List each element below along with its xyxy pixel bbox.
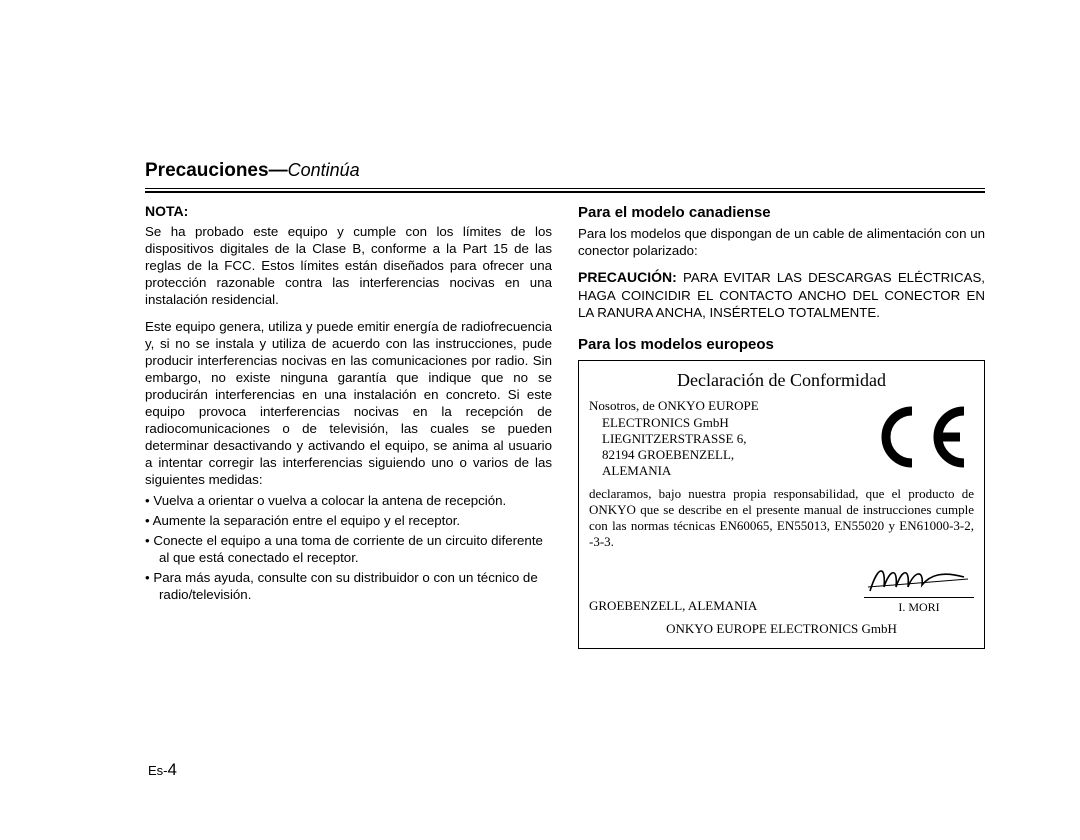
addr-line-4: 82194 GROEBENZELL,	[602, 447, 734, 462]
ce-mark-icon	[864, 401, 974, 477]
list-item: Vuelva a orientar o vuelva a colocar la …	[159, 492, 552, 509]
page-prefix: Es-	[148, 763, 168, 778]
page-number-value: 4	[168, 760, 177, 779]
note-heading: NOTA:	[145, 203, 552, 221]
left-column: NOTA: Se ha probado este equipo y cumple…	[145, 203, 552, 649]
title-main: Precauciones	[145, 160, 269, 181]
addr-line-2: ELECTRONICS GmbH	[602, 415, 729, 430]
signatory-name: I. MORI	[864, 597, 974, 615]
addr-line-3: LIEGNITZERSTRASSE 6,	[602, 431, 746, 446]
declaration-address: Nosotros, de ONKYO EUROPE ELECTRONICS Gm…	[589, 398, 852, 479]
page-title: Precauciones—Continúa	[145, 160, 985, 182]
page-number: Es-4	[148, 760, 177, 780]
canadian-heading: Para el modelo canadiense	[578, 203, 985, 222]
declaration-body: declaramos, bajo nuestra propia responsa…	[589, 486, 974, 551]
precaution-para: PRECAUCIÓN: PARA EVITAR LAS DESCARGAS EL…	[578, 269, 985, 321]
declaration-top-row: Nosotros, de ONKYO EUROPE ELECTRONICS Gm…	[589, 398, 974, 479]
columns: NOTA: Se ha probado este equipo y cumple…	[145, 203, 985, 649]
signature-location: GROEBENZELL, ALEMANIA	[589, 598, 757, 615]
note-para-2: Este equipo genera, utiliza y puede emit…	[145, 318, 552, 488]
precaution-label: PRECAUCIÓN:	[578, 269, 677, 285]
list-item: Aumente la separación entre el equipo y …	[159, 512, 552, 529]
declaration-title: Declaración de Conformidad	[589, 369, 974, 392]
signature-block: I. MORI	[864, 561, 974, 615]
declaration-footer: ONKYO EUROPE ELECTRONICS GmbH	[589, 621, 974, 638]
list-item: Para más ayuda, consulte con su distribu…	[159, 569, 552, 603]
signature-icon	[864, 561, 974, 595]
addr-line-1: Nosotros, de ONKYO EUROPE	[589, 398, 759, 413]
european-heading: Para los modelos europeos	[578, 335, 985, 354]
heading-rule	[145, 188, 985, 193]
ce-svg	[864, 401, 974, 473]
declaration-box: Declaración de Conformidad Nosotros, de …	[578, 360, 985, 648]
title-continued: Continúa	[288, 160, 360, 180]
list-item: Conecte el equipo a una toma de corrient…	[159, 532, 552, 566]
canadian-text: Para los modelos que dispongan de un cab…	[578, 225, 985, 259]
signature-row: GROEBENZELL, ALEMANIA I. MORI	[589, 561, 974, 615]
measures-list: Vuelva a orientar o vuelva a colocar la …	[145, 492, 552, 603]
title-sep: —	[269, 160, 288, 181]
addr-line-5: ALEMANIA	[602, 463, 671, 478]
note-para-1: Se ha probado este equipo y cumple con l…	[145, 223, 552, 308]
right-column: Para el modelo canadiense Para los model…	[578, 203, 985, 649]
